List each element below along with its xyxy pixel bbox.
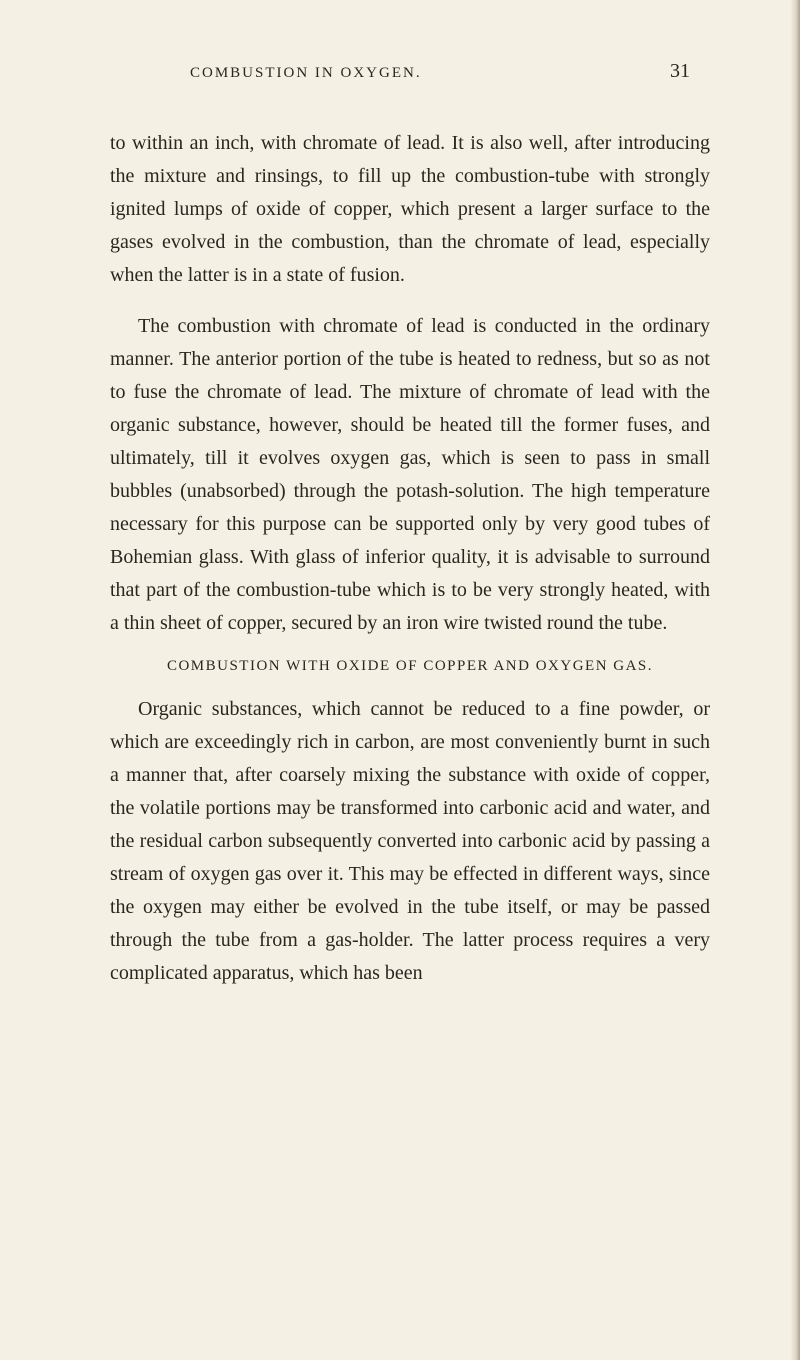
section-heading: COMBUSTION WITH OXIDE OF COPPER AND OXYG…	[110, 658, 710, 675]
body-paragraph: The combustion with chromate of lead is …	[110, 310, 710, 640]
page-edge-shadow	[790, 0, 800, 1360]
body-paragraph: Organic substances, which cannot be redu…	[110, 693, 710, 990]
page-number: 31	[670, 60, 690, 83]
running-header: COMBUSTION IN OXYGEN.	[190, 65, 422, 82]
page-header: COMBUSTION IN OXYGEN. 31	[110, 60, 710, 83]
body-paragraph: to within an inch, with chromate of lead…	[110, 127, 710, 292]
